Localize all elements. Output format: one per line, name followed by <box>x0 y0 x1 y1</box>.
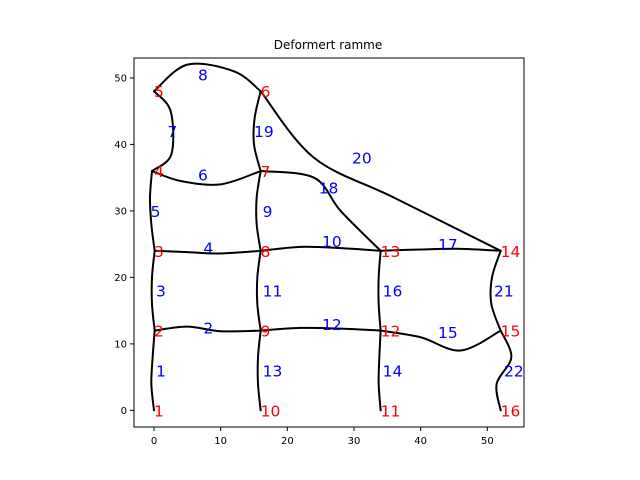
element-label: 14 <box>383 362 403 380</box>
node-label: 5 <box>154 83 164 101</box>
node-label: 8 <box>261 243 271 261</box>
y-tick-label: 30 <box>114 206 127 217</box>
node-label: 16 <box>501 402 521 420</box>
element-label: 3 <box>156 283 166 301</box>
element-label: 1 <box>156 362 166 380</box>
frame-member <box>377 329 382 412</box>
element-label: 12 <box>322 316 342 334</box>
node-label: 1 <box>154 402 164 420</box>
node-label: 6 <box>261 83 271 101</box>
element-label: 10 <box>322 233 342 251</box>
element-label: 18 <box>319 180 339 198</box>
element-label: 4 <box>203 239 213 257</box>
x-tick-label: 40 <box>414 436 427 447</box>
element-label: 20 <box>352 150 372 168</box>
element-label: 16 <box>383 283 403 301</box>
element-label: 2 <box>203 319 213 337</box>
frame-member <box>259 170 382 252</box>
frame-member <box>259 245 382 252</box>
element-label: 11 <box>263 283 283 301</box>
node-label: 4 <box>154 163 164 181</box>
deformed-members <box>148 62 513 412</box>
chart-title: Deformert ramme <box>274 38 383 52</box>
frame-member <box>151 90 175 173</box>
x-tick-label: 50 <box>481 436 494 447</box>
x-tick-label: 10 <box>214 436 227 447</box>
frame-member <box>151 170 262 186</box>
x-axis: 0 10 20 30 40 50 <box>151 427 494 447</box>
frame-member <box>495 329 513 412</box>
frame-member <box>150 249 156 332</box>
element-label: 15 <box>438 324 458 342</box>
frame-member <box>255 249 262 332</box>
y-tick-label: 20 <box>114 273 127 284</box>
frame-member <box>252 90 262 173</box>
y-tick-label: 10 <box>114 339 127 350</box>
element-label: 9 <box>263 203 273 221</box>
element-label: 5 <box>151 203 161 221</box>
node-label: 9 <box>261 323 271 341</box>
element-label: 19 <box>254 123 274 141</box>
frame-member <box>255 170 262 252</box>
y-axis: 0 10 20 30 40 50 <box>114 73 134 417</box>
node-label: 12 <box>381 323 401 341</box>
frame-member <box>259 326 382 332</box>
node-label: 7 <box>261 163 271 181</box>
frame-member <box>259 90 502 252</box>
element-label: 13 <box>263 362 283 380</box>
x-tick-label: 20 <box>281 436 294 447</box>
element-label: 17 <box>438 236 458 254</box>
frame-member <box>153 249 262 255</box>
frame-member <box>153 62 262 93</box>
node-label: 14 <box>501 243 521 261</box>
y-tick-label: 50 <box>114 73 127 84</box>
frame-member <box>489 249 502 332</box>
y-tick-label: 40 <box>114 140 127 151</box>
frame-member <box>150 329 156 412</box>
element-label: 21 <box>494 283 514 301</box>
node-label: 10 <box>261 402 281 420</box>
element-label: 7 <box>167 123 177 141</box>
frame-member <box>256 329 262 412</box>
plot-area <box>133 57 525 428</box>
y-tick-label: 0 <box>121 406 127 417</box>
frame-member <box>148 170 156 252</box>
node-label: 2 <box>154 323 164 341</box>
node-label: 15 <box>501 323 521 341</box>
x-tick-label: 0 <box>151 436 157 447</box>
element-label: 6 <box>198 166 208 184</box>
node-label: 11 <box>381 402 401 420</box>
node-label: 13 <box>381 243 401 261</box>
frame-member <box>379 247 502 252</box>
node-label: 3 <box>154 243 164 261</box>
frame-member <box>377 249 382 332</box>
element-label: 22 <box>504 362 524 380</box>
element-label: 8 <box>198 67 208 85</box>
frame-member <box>379 329 502 352</box>
frame-member <box>153 325 262 333</box>
x-tick-label: 30 <box>348 436 361 447</box>
